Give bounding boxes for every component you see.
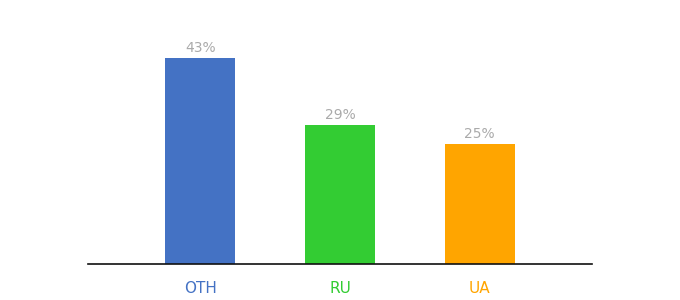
Bar <box>165 58 235 264</box>
Text: 43%: 43% <box>185 41 216 55</box>
Bar <box>305 125 375 264</box>
Text: UA: UA <box>469 281 490 296</box>
Text: RU: RU <box>329 281 351 296</box>
Text: 25%: 25% <box>464 127 495 141</box>
Text: OTH: OTH <box>184 281 217 296</box>
Text: 29%: 29% <box>324 108 356 122</box>
Bar <box>445 144 515 264</box>
